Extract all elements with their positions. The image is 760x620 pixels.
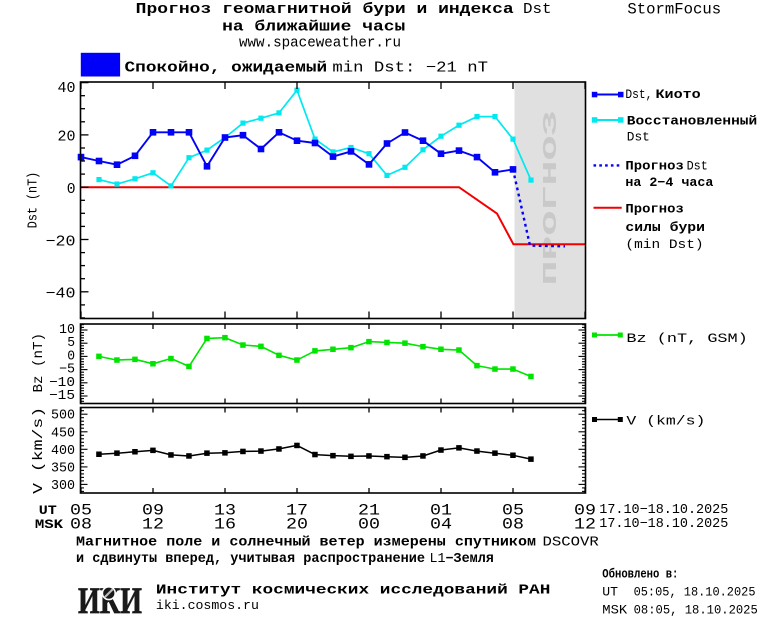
svg-text:Прогноз геомагнитной бури и ин: Прогноз геомагнитной бури и индекса (136, 1, 514, 18)
svg-text:04: 04 (430, 516, 452, 534)
svg-text:00: 00 (358, 516, 380, 534)
svg-text:Прогноз: Прогноз (625, 158, 683, 173)
svg-text:−40: −40 (46, 286, 76, 303)
svg-text:Dst: Dst (627, 130, 650, 145)
svg-text:20: 20 (286, 516, 308, 534)
svg-text:MSK: MSK (602, 603, 627, 618)
svg-text:500: 500 (51, 409, 75, 424)
svg-text:08: 08 (70, 516, 92, 534)
svg-text:силы бури: силы бури (625, 220, 705, 235)
svg-text:UT: UT (602, 585, 618, 600)
svg-text:Киото: Киото (656, 87, 701, 102)
svg-text:350: 350 (51, 461, 75, 476)
svg-text:MSK: MSK (35, 517, 63, 532)
svg-text:01: 01 (430, 502, 452, 520)
svg-text:05:05, 18.10.2025: 05:05, 18.10.2025 (634, 585, 756, 600)
svg-text:Институт космических исследова: Институт космических исследований РАН (156, 583, 550, 599)
svg-text:−20: −20 (46, 233, 76, 250)
svg-text:40: 40 (58, 80, 76, 97)
svg-text:20: 20 (58, 129, 76, 146)
svg-text:V (km/s): V (km/s) (31, 407, 47, 494)
svg-text:08:05, 18.10.2025: 08:05, 18.10.2025 (634, 603, 758, 618)
svg-text:Dst,: Dst, (625, 87, 652, 102)
svg-text:08: 08 (502, 516, 524, 534)
svg-text:16: 16 (214, 516, 236, 534)
svg-text:и сдвинуты вперед, учитывая ра: и сдвинуты вперед, учитывая распростране… (76, 552, 425, 567)
svg-text:10: 10 (59, 323, 75, 338)
svg-text:на 2−4 часа: на 2−4 часа (625, 175, 713, 190)
svg-text:−10: −10 (49, 376, 75, 391)
svg-text:400: 400 (51, 444, 75, 459)
svg-text:0: 0 (67, 349, 75, 364)
svg-text:450: 450 (51, 426, 75, 441)
svg-text:V (km/s): V (km/s) (626, 414, 705, 429)
svg-text:09: 09 (574, 502, 596, 520)
svg-text:Спокойно, ожидаемый: Спокойно, ожидаемый (125, 60, 328, 77)
svg-text:Dst: Dst (523, 1, 552, 18)
svg-text:300: 300 (51, 479, 75, 494)
svg-text:13: 13 (214, 502, 236, 520)
svg-text:StormFocus: StormFocus (627, 1, 721, 19)
svg-text:Dst: Dst (687, 158, 708, 173)
svg-text:Bz (nT, GSM): Bz (nT, GSM) (626, 331, 747, 346)
svg-text:(min Dst): (min Dst) (625, 237, 703, 252)
svg-text:Прогноз: Прогноз (625, 202, 683, 217)
svg-text:05: 05 (502, 502, 524, 520)
svg-text:www.spaceweather.ru: www.spaceweather.ru (239, 35, 401, 52)
svg-text:на ближайшие часы: на ближайшие часы (222, 19, 405, 36)
svg-text:−5: −5 (59, 363, 75, 378)
svg-text:17.10−18.10.2025: 17.10−18.10.2025 (599, 503, 728, 518)
svg-text:Магнитное поле и солнечный вет: Магнитное поле и солнечный ветер измерен… (76, 536, 536, 551)
svg-text:Dst (nT): Dst (nT) (26, 172, 42, 228)
svg-text:09: 09 (142, 502, 164, 520)
svg-text:05: 05 (70, 502, 92, 520)
svg-text:17: 17 (286, 502, 308, 520)
svg-text:L1: L1 (430, 552, 446, 567)
svg-text:Восстановленный: Восстановленный (627, 114, 757, 129)
svg-text:UT: UT (39, 503, 57, 518)
svg-text:17.10−18.10.2025: 17.10−18.10.2025 (599, 517, 728, 532)
svg-text:−Земля: −Земля (446, 552, 494, 567)
svg-text:12: 12 (574, 516, 596, 534)
svg-text:−15: −15 (49, 389, 75, 404)
svg-text:Bz (nT): Bz (nT) (31, 333, 47, 393)
svg-text:0: 0 (67, 181, 76, 198)
svg-text:21: 21 (358, 502, 380, 520)
svg-text:5: 5 (67, 336, 75, 351)
svg-text:12: 12 (142, 516, 164, 534)
svg-text:iki.cosmos.ru: iki.cosmos.ru (156, 598, 259, 613)
svg-text:DSCOVR: DSCOVR (543, 536, 599, 551)
svg-text:Обновлено в:: Обновлено в: (602, 567, 678, 582)
svg-text:ПРОГНОЗ: ПРОГНОЗ (540, 111, 562, 286)
svg-text:min Dst: −21 nT: min Dst: −21 nT (332, 60, 488, 77)
